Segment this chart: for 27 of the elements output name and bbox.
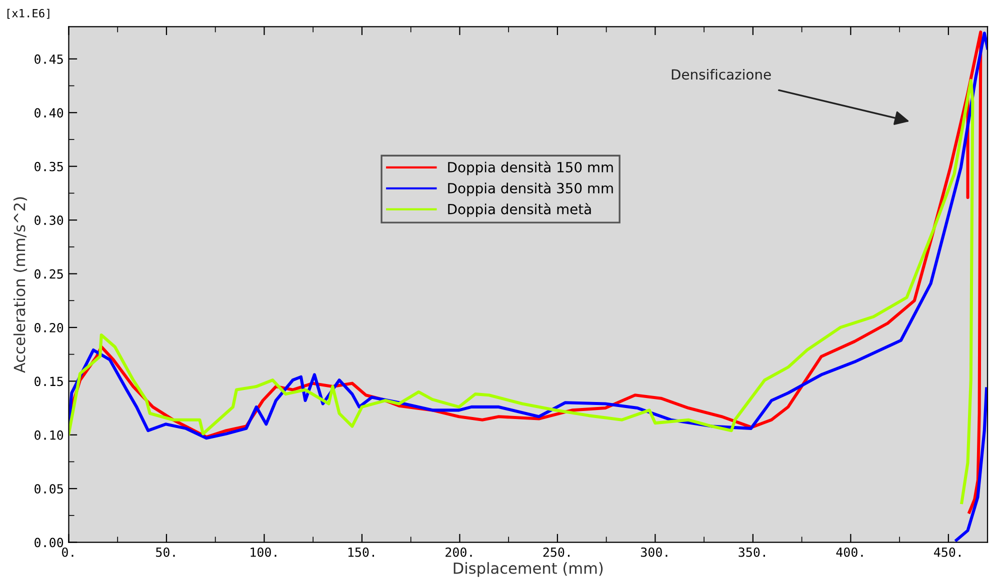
- y-tick-label: 0.35: [34, 162, 63, 172]
- x-tick-label: 50.: [156, 547, 175, 557]
- x-tick-label: 150.: [348, 547, 374, 557]
- annotation: Densificazione: [672, 68, 771, 80]
- y-tick-label: 0.30: [34, 216, 64, 226]
- x-tick-label: 450.: [934, 547, 960, 557]
- y-axis-title: Acceleration (mm/s^2): [13, 197, 28, 373]
- x-tick-label: 300.: [640, 547, 668, 557]
- y-tick-label: 0.05: [34, 484, 63, 494]
- y-tick-label: 0.00: [34, 538, 64, 548]
- text: [x1.E6]: [7, 8, 50, 19]
- x-tick-label: 350.: [738, 547, 765, 557]
- y-tick-label: 0.20: [34, 322, 64, 332]
- x-tick-label: 0.: [62, 547, 74, 557]
- x-tick-label: 250.: [543, 547, 570, 557]
- legend-label: Doppia densità metà: [448, 203, 591, 218]
- legend-label: Doppia densità 150 mm: [448, 161, 613, 176]
- legend-label: Doppia densità 350 mm: [448, 182, 613, 196]
- y-tick-label: 0.15: [34, 376, 63, 386]
- x-tick-label: 400.: [836, 547, 863, 557]
- x-axis-title: Displacement (mm): [454, 562, 603, 577]
- x-tick-label: 200.: [446, 547, 472, 557]
- x-tick-label: 100.: [250, 547, 276, 557]
- y-tick-label: 0.40: [34, 108, 64, 118]
- y-tick-label: 0.10: [34, 430, 64, 440]
- y-tick-label: 0.25: [34, 269, 63, 279]
- y-tick-label: 0.45: [34, 54, 63, 64]
